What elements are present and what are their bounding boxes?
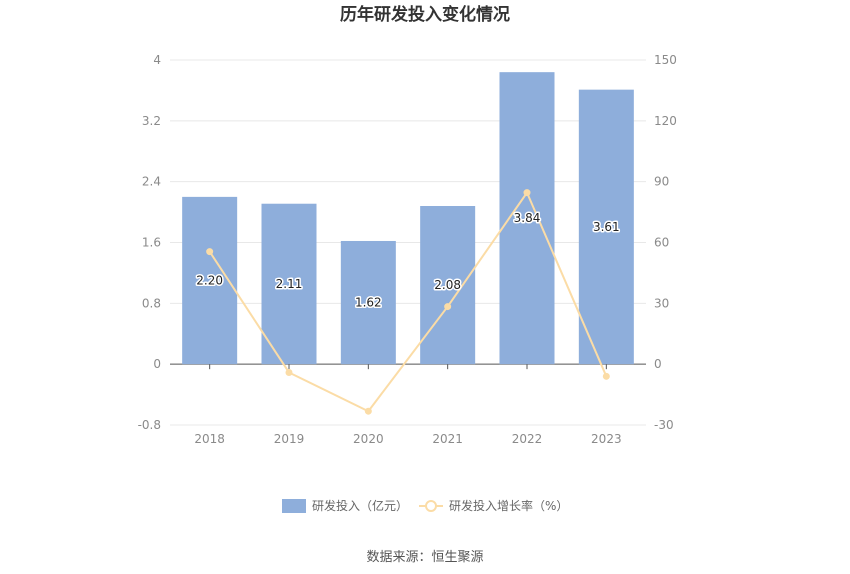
- chart-title: 历年研发投入变化情况: [340, 4, 510, 25]
- legend-swatch-marker: [425, 500, 437, 512]
- bar-data-labels: 2.20 2.11 1.62 2.08 3.84 3.61: [195, 210, 621, 311]
- bar-data-label: 3.84: [514, 211, 541, 225]
- bar-data-label: 2.11: [276, 277, 303, 291]
- left-axis-tick-label: 4: [153, 53, 161, 67]
- right-axis-tick-label: -30: [654, 418, 674, 432]
- bar-data-label: 3.61: [593, 220, 620, 234]
- line-point: [444, 303, 452, 311]
- line-point: [364, 407, 372, 415]
- left-axis-tick-label: 3.2: [142, 114, 161, 128]
- bar-data-label: 1.62: [355, 296, 382, 310]
- x-axis-ticks: 2018 2019 2020 2021 2022 2023: [194, 364, 622, 446]
- right-axis-tick-label: 90: [654, 175, 669, 189]
- growth-rate-line: [208, 190, 608, 413]
- bar: [578, 89, 634, 365]
- legend: 研发投入（亿元） 研发投入增长率（%）: [282, 498, 568, 513]
- right-axis-tick-label: 30: [654, 296, 669, 310]
- legend-label-bar: 研发投入（亿元）: [312, 498, 408, 513]
- line-point: [285, 368, 293, 376]
- x-axis-tick-label: 2020: [353, 432, 384, 446]
- left-axis-tick-label: 0.8: [142, 296, 161, 310]
- x-axis-tick-label: 2023: [591, 432, 622, 446]
- right-axis-ticks: -30 0 30 60 90 120 150: [654, 53, 677, 432]
- x-axis-tick-label: 2018: [194, 432, 225, 446]
- bar: [261, 203, 317, 365]
- right-axis-tick-label: 0: [654, 357, 662, 371]
- right-axis-tick-label: 60: [654, 236, 669, 250]
- line-point: [206, 248, 214, 256]
- source-note: 数据来源：恒生聚源: [366, 550, 483, 565]
- x-axis-tick-label: 2019: [274, 432, 305, 446]
- left-axis-ticks: -0.8 0 0.8 1.6 2.4 3.2 4: [138, 53, 161, 432]
- bar-data-label: 2.08: [434, 278, 461, 292]
- legend-swatch-bar: [282, 499, 306, 513]
- bar-data-label: 2.20: [196, 274, 223, 288]
- legend-label-line: 研发投入增长率（%）: [449, 498, 568, 513]
- left-axis-tick-label: 2.4: [142, 175, 161, 189]
- bar: [340, 240, 396, 365]
- right-axis-tick-label: 120: [654, 114, 677, 128]
- left-axis-tick-label: 0: [153, 357, 161, 371]
- bar-series: [182, 72, 634, 365]
- x-axis-tick-label: 2021: [432, 432, 463, 446]
- left-axis-tick-label: 1.6: [142, 236, 161, 250]
- x-axis-tick-label: 2022: [512, 432, 543, 446]
- line-point: [602, 372, 610, 380]
- line-series: [206, 189, 610, 415]
- right-axis-tick-label: 150: [654, 53, 677, 67]
- bar: [420, 206, 476, 365]
- left-axis-tick-label: -0.8: [138, 418, 161, 432]
- grid-lines: [170, 59, 646, 426]
- line-point: [523, 189, 531, 197]
